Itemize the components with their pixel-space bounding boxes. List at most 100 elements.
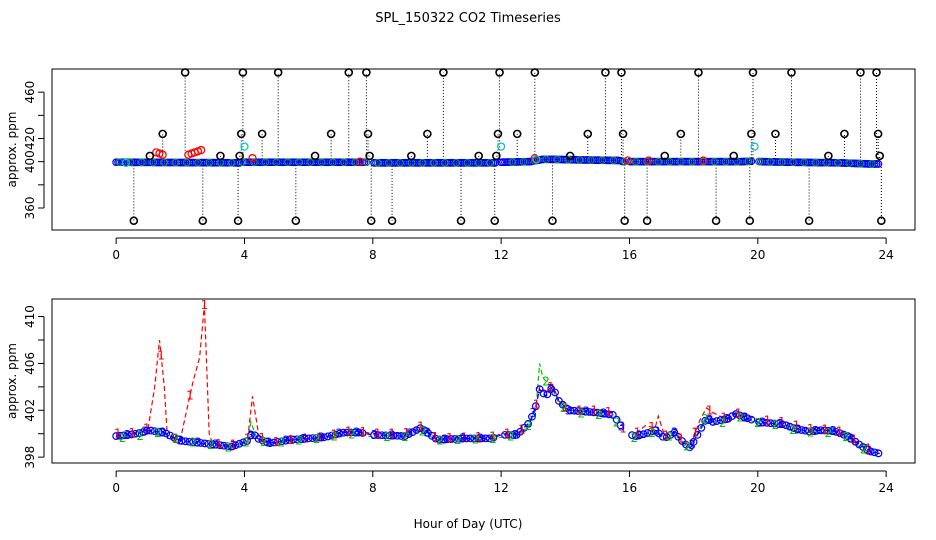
series-3-marker	[732, 410, 740, 418]
series-3-marker	[227, 442, 236, 451]
max-marker	[492, 151, 501, 161]
series-3-marker	[635, 431, 644, 440]
series-3-marker	[208, 440, 217, 449]
max-marker	[877, 216, 886, 226]
mean-marker	[644, 156, 653, 165]
series-3-marker	[412, 426, 421, 435]
series-2-label: 2	[383, 430, 391, 444]
series-3-marker	[797, 426, 806, 434]
series-3-marker	[139, 428, 148, 436]
series-3-marker	[462, 434, 471, 443]
secondary-marker	[182, 158, 191, 167]
series-2-label: 2	[860, 442, 868, 456]
secondary-marker	[340, 158, 348, 167]
top-x-axis: 0 4 8 12 16 20 24	[112, 237, 894, 262]
series-3-marker	[801, 426, 810, 435]
min-marker	[240, 142, 249, 151]
series-3-label: 3	[565, 403, 573, 417]
max-marker	[804, 216, 814, 226]
max-marker	[840, 129, 849, 139]
series-3-marker	[832, 427, 840, 436]
series-3-marker	[597, 409, 606, 418]
x-axis-label: Hour of Day (UTC)	[414, 517, 523, 531]
series-3-marker	[789, 424, 798, 432]
series-3-marker	[578, 407, 586, 416]
series-3-label: 3	[776, 417, 784, 431]
max-marker	[423, 129, 432, 139]
series-3-marker	[285, 436, 294, 444]
secondary-marker	[441, 159, 449, 167]
series-1-label: 1	[388, 427, 396, 441]
series-3-label: 3	[335, 427, 343, 441]
series-3-marker	[220, 441, 228, 450]
series-3-marker	[408, 428, 417, 437]
secondary-marker	[609, 156, 618, 165]
secondary-marker	[250, 158, 258, 167]
secondary-marker	[385, 159, 393, 167]
secondary-marker	[531, 156, 539, 165]
series-1-label: 1	[460, 430, 468, 444]
secondary-marker	[710, 157, 719, 166]
max-marker	[787, 68, 796, 77]
series-3-marker	[543, 390, 552, 399]
series-1-label: 1	[475, 430, 483, 444]
series-2-label: 2	[348, 427, 356, 441]
series-1-label: 1	[605, 405, 613, 419]
top-x-tick-label: 16	[622, 248, 637, 262]
max-marker	[583, 129, 593, 139]
max-marker	[291, 216, 301, 226]
max-marker	[456, 216, 466, 226]
series-3-marker	[685, 443, 694, 452]
top-x-tick-label: 12	[494, 248, 509, 262]
series-1-label: 1	[273, 435, 281, 449]
max-marker	[198, 216, 208, 226]
secondary-marker	[396, 159, 404, 167]
series-1-label: 1	[316, 431, 324, 445]
secondary-marker	[272, 158, 281, 167]
series-3-marker	[774, 419, 783, 428]
series-3-marker	[477, 434, 486, 443]
bottom-x-tick-label: 12	[494, 481, 509, 495]
series-1-label: 1	[648, 420, 656, 434]
series-3-marker	[539, 389, 548, 398]
series-3-marker	[112, 432, 121, 440]
top-y-tick-label: 420	[23, 127, 37, 150]
series-3-marker	[812, 426, 821, 435]
series-3-marker	[785, 422, 794, 431]
max-marker	[872, 68, 881, 77]
series-3-marker	[135, 429, 144, 437]
series-3-marker	[628, 431, 636, 440]
secondary-marker	[328, 158, 337, 167]
series-3-marker	[154, 427, 163, 436]
series-3-marker	[778, 420, 787, 429]
max-marker	[257, 129, 267, 139]
secondary-marker	[227, 158, 236, 167]
top-y-axis-label: approx. ppm	[5, 112, 19, 188]
series-3-label: 3	[229, 439, 237, 453]
series-3-marker	[196, 439, 205, 447]
secondary-marker	[867, 160, 876, 168]
series-1-label: 1	[359, 425, 367, 439]
max-marker	[729, 151, 739, 161]
series-3-marker	[200, 439, 209, 448]
series-3-marker	[247, 431, 255, 440]
series-1-label: 1	[778, 415, 786, 429]
series-3-marker	[735, 411, 744, 420]
series-3-marker	[589, 408, 598, 417]
series-3-marker	[643, 429, 652, 437]
max-marker	[747, 129, 756, 139]
series-3-marker	[385, 431, 394, 440]
series-3-marker	[755, 418, 763, 427]
top-x-tick-label: 20	[750, 248, 765, 262]
min-marker	[496, 142, 506, 151]
series-3-label: 3	[247, 428, 255, 442]
series-3-marker	[828, 427, 837, 436]
series-3-marker	[312, 433, 321, 442]
max-marker	[387, 216, 397, 226]
series-3-marker	[705, 415, 713, 424]
max-marker	[711, 216, 721, 226]
series-3-marker	[647, 427, 656, 436]
series-3-marker	[400, 432, 409, 440]
